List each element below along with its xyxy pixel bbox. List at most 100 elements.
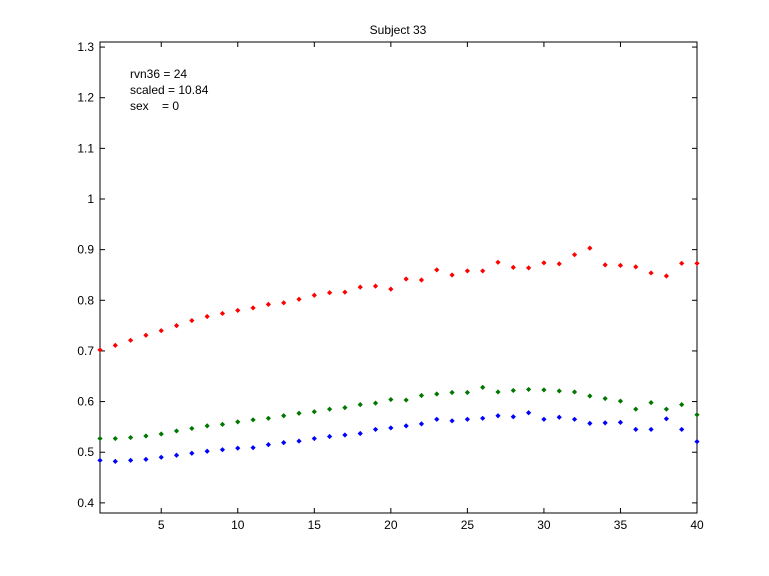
data-point [418, 392, 425, 399]
chart-title: Subject 33 [370, 23, 427, 37]
data-point [648, 426, 654, 433]
data-point [97, 347, 103, 353]
data-point [587, 420, 593, 426]
data-point [112, 458, 118, 464]
data-point [510, 264, 516, 270]
data-point [648, 399, 654, 406]
x-tick-label: 10 [231, 518, 245, 532]
data-point [602, 395, 608, 402]
data-point [250, 305, 256, 311]
data-point [112, 342, 118, 348]
data-point [250, 445, 256, 451]
data-point [495, 413, 501, 419]
series-2 [97, 384, 700, 442]
data-point [526, 265, 532, 271]
data-point [219, 421, 226, 427]
data-point [250, 417, 256, 423]
data-point [510, 387, 516, 394]
data-point [464, 416, 470, 422]
data-point [281, 300, 287, 306]
y-tick-label: 0.7 [77, 344, 94, 358]
data-point [403, 276, 409, 282]
data-point [97, 457, 103, 463]
data-point [449, 418, 455, 424]
x-tick-label: 15 [308, 518, 322, 532]
data-point [327, 433, 333, 440]
y-tick-label: 1.3 [77, 40, 94, 54]
data-point [372, 426, 379, 433]
data-point [449, 389, 455, 396]
axis-ticks [100, 42, 698, 513]
data-point [571, 416, 578, 422]
y-tick-label: 1 [87, 192, 94, 206]
data-point [464, 268, 470, 274]
data-point [571, 252, 578, 258]
data-point [480, 384, 486, 390]
data-point [694, 412, 700, 418]
x-tick-label: 40 [690, 518, 704, 532]
data-point [235, 445, 241, 451]
data-point [296, 296, 302, 302]
data-point [602, 262, 608, 268]
data-point [143, 456, 149, 462]
data-point [602, 420, 608, 426]
data-point [617, 398, 624, 404]
y-tick-label: 1.1 [77, 141, 94, 155]
data-point [663, 416, 669, 422]
data-point [556, 388, 562, 394]
data-point [204, 313, 210, 320]
data-point [403, 423, 409, 429]
y-tick-label: 0.5 [77, 445, 94, 459]
data-point [403, 397, 409, 403]
data-point [480, 415, 486, 421]
y-tick-label: 0.4 [77, 496, 94, 510]
x-tick-label: 25 [461, 518, 475, 532]
data-point [633, 426, 639, 433]
data-point [235, 419, 241, 425]
data-point [633, 406, 639, 412]
data-point [327, 406, 333, 412]
data-point [357, 284, 363, 290]
data-point [128, 337, 134, 343]
data-point [265, 442, 271, 448]
data-point [388, 425, 394, 431]
data-point [541, 387, 547, 393]
data-point [311, 409, 317, 415]
data-point [204, 448, 210, 454]
data-point [495, 389, 501, 395]
data-point [449, 272, 455, 278]
data-point [143, 433, 149, 439]
data-point [480, 268, 486, 274]
y-tick-label: 0.8 [77, 293, 94, 307]
data-point [679, 426, 685, 433]
data-point [464, 389, 470, 396]
data-point [388, 286, 394, 292]
data-point [342, 289, 348, 295]
data-point [128, 457, 134, 463]
data-point [571, 389, 578, 395]
plot-area [99, 41, 698, 514]
data-point [296, 438, 302, 444]
data-point [281, 440, 287, 446]
data-point [694, 438, 700, 445]
data-point [265, 301, 271, 307]
y-tick-label: 1.2 [77, 91, 94, 105]
annotation-sex: sex = 0 [130, 99, 179, 113]
data-point [648, 270, 654, 276]
data-point [235, 307, 241, 314]
data-point [434, 267, 440, 273]
annotation-scaled: scaled = 10.84 [130, 83, 209, 97]
data-point [158, 454, 164, 460]
data-point [663, 273, 669, 279]
data-point [128, 434, 134, 441]
data-point [189, 317, 195, 324]
data-point [357, 402, 363, 408]
y-tick-label: 0.9 [77, 243, 94, 257]
x-tick-label: 30 [537, 518, 551, 532]
y-axis-tick-labels: 0.4 0.5 0.6 0.7 0.8 0.9 1 1.1 1.2 1.3 [77, 40, 94, 510]
data-point [663, 406, 669, 412]
data-point [587, 245, 593, 251]
data-point [357, 430, 363, 437]
x-axis-tick-labels: 5 10 15 20 25 30 35 40 [158, 518, 704, 532]
